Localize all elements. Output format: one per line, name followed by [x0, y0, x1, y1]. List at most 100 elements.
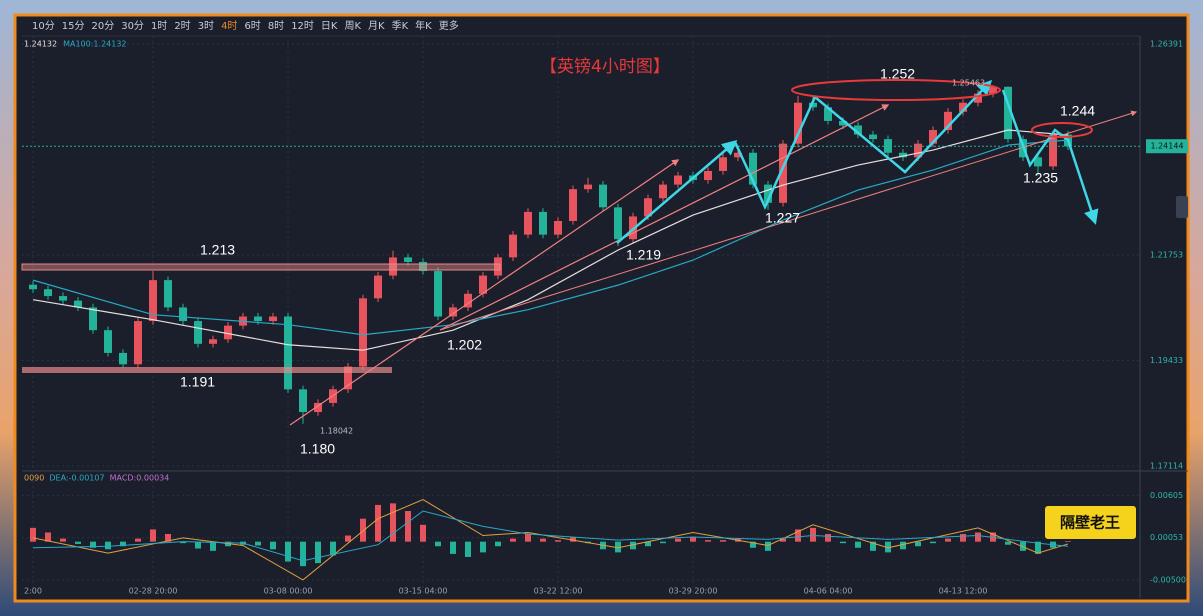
macd-bar	[210, 541, 216, 551]
macd-bar	[255, 541, 261, 546]
macd-bar	[375, 504, 381, 542]
macd-bar	[165, 534, 171, 542]
candle-body	[569, 189, 577, 221]
macd-line	[32, 510, 1069, 562]
timeframe-button[interactable]: 2时	[174, 20, 190, 32]
y-tick-label: 1.19433	[1150, 356, 1183, 365]
candle-body	[104, 330, 112, 353]
high-label: 1.25463	[952, 79, 985, 88]
low-label: 1.18042	[320, 427, 353, 436]
candle-body	[419, 261, 427, 272]
price-note: 1.213	[200, 242, 235, 258]
moving-average	[32, 139, 1069, 336]
y-tick-label: -0.00500	[1150, 575, 1186, 584]
macd-bar	[180, 541, 186, 544]
macd-bar	[420, 524, 426, 542]
macd-bar	[120, 541, 126, 547]
candle-body	[74, 300, 82, 308]
y-tick-label: 1.17114	[1150, 462, 1183, 471]
macd-bar	[810, 527, 816, 542]
timeframe-button[interactable]: 30分	[121, 20, 144, 32]
macd-bar	[870, 541, 876, 551]
timeframe-button[interactable]: 8时	[268, 20, 284, 32]
timeframe-button[interactable]: 更多	[439, 19, 459, 32]
candle-body	[974, 93, 982, 103]
macd-bar	[930, 541, 936, 544]
macd-bar	[135, 538, 141, 542]
macd-bar	[660, 541, 666, 544]
trend-line	[439, 110, 1138, 331]
candle-body	[554, 220, 562, 235]
x-tick-label: 03-22 12:00	[534, 587, 583, 596]
candle-body	[644, 198, 652, 217]
candle-body	[899, 152, 907, 158]
timeframe-button[interactable]: 年K	[415, 19, 432, 32]
macd-bar	[540, 538, 546, 542]
timeframe-button[interactable]: 季K	[392, 20, 409, 32]
macd-bar	[975, 532, 981, 542]
candle-body	[944, 111, 952, 131]
timeframe-button[interactable]: 周K	[344, 20, 361, 32]
last-price-label: 1.24144	[1150, 142, 1183, 151]
legend-entry: 0090	[24, 474, 44, 483]
macd-bar	[945, 538, 951, 542]
side-toggle[interactable]	[1176, 196, 1188, 218]
macd-bar	[1005, 541, 1011, 545]
candle-body	[914, 143, 922, 158]
macd-bar	[855, 541, 861, 548]
support-band	[22, 367, 392, 373]
timeframe-button[interactable]: 3时	[198, 20, 214, 32]
macd-bar	[840, 541, 846, 544]
candle-body	[179, 307, 187, 322]
timeframe-button[interactable]: 15分	[62, 20, 85, 32]
x-tick-label: 04-13 12:00	[939, 587, 988, 596]
macd-bar	[465, 541, 471, 557]
macd-bar	[630, 541, 636, 550]
macd-bar	[75, 541, 81, 544]
macd-bar	[675, 538, 681, 542]
candle-body	[314, 402, 322, 413]
timeframe-button[interactable]: 6时	[244, 20, 260, 32]
candle-body	[374, 275, 382, 299]
macd-bar	[570, 537, 576, 542]
macd-bar	[750, 541, 756, 548]
timeframe-button[interactable]: 20分	[91, 20, 114, 32]
candle-body	[194, 321, 202, 344]
macd-bar	[825, 534, 831, 542]
timeframe-button[interactable]: 日K	[321, 21, 338, 32]
macd-bar	[435, 541, 441, 547]
timeframe-button[interactable]: 4时	[221, 20, 237, 32]
plot	[22, 86, 1140, 581]
macd-bar	[315, 541, 321, 564]
price-note: 1.252	[880, 66, 915, 82]
macd-bar	[105, 541, 111, 550]
candle-body	[164, 280, 172, 308]
ellipse	[1031, 122, 1093, 138]
timeframe-button[interactable]: 1时	[151, 20, 167, 32]
candle-body	[1004, 86, 1012, 140]
candle-body	[59, 296, 67, 301]
timeframe-button[interactable]: 月K	[368, 20, 385, 32]
y-tick-label: 1.26391	[1150, 40, 1183, 49]
macd-bar	[900, 541, 906, 550]
candle-body	[659, 184, 667, 199]
legend-entry: 1.24132	[24, 40, 57, 49]
candle-body	[794, 102, 802, 144]
candle-body	[1034, 157, 1042, 167]
macd-bar	[1020, 541, 1026, 551]
candle-body	[149, 280, 157, 322]
timeframe-button[interactable]: 12时	[291, 20, 314, 32]
macd-bar	[60, 538, 66, 542]
macd-bar	[765, 541, 771, 551]
candle-body	[764, 184, 772, 203]
legend: 1.24132 MA100:1.24132 0090 DEA:-0.00107 MACD…	[24, 40, 169, 483]
macd-bar	[270, 541, 276, 550]
macd-bar	[405, 511, 411, 542]
candle-body	[254, 316, 262, 322]
candle-body	[929, 130, 937, 144]
macd-bar	[390, 503, 396, 542]
candle-body	[464, 293, 472, 308]
macd-bar	[195, 541, 201, 549]
timeframe-button[interactable]: 10分	[32, 20, 55, 32]
